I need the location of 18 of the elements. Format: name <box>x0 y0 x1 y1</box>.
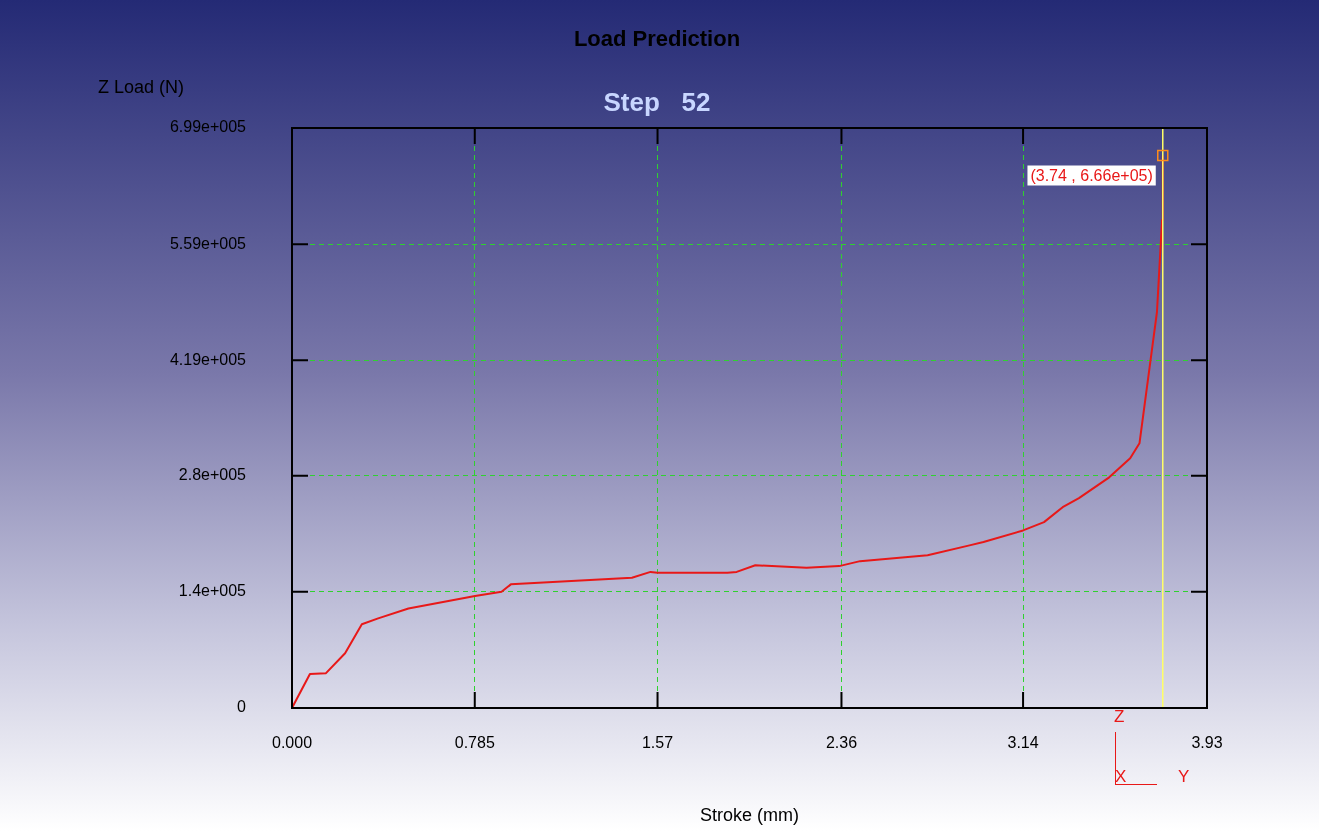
y-tick-label: 1.4e+005 <box>178 582 247 600</box>
x-tick-label: 0.785 <box>454 734 495 752</box>
y-tick-label: 6.99e+005 <box>169 118 247 136</box>
y-tick-label: 4.19e+005 <box>169 350 247 368</box>
x-tick-label: 3.14 <box>1007 734 1039 752</box>
annotation: Z <box>1114 707 1125 726</box>
x-tick-label: 2.36 <box>825 734 858 752</box>
x-tick-label: 0.000 <box>271 734 313 752</box>
y-tick-label: 0 <box>237 698 247 716</box>
y-axis-title: Z Load (N) <box>97 76 185 97</box>
x-axis-title: Stroke (mm) <box>700 805 799 826</box>
chart-title: Load Prediction <box>573 26 741 52</box>
x-tick-label: 3.93 <box>1191 734 1223 752</box>
y-tick-label: 2.8e+005 <box>178 466 247 484</box>
chart-subtitle: Step 52 <box>603 87 711 118</box>
x-tick-label: 1.57 <box>641 734 674 752</box>
y-tick-label: 5.59e+005 <box>169 234 247 252</box>
annotation: (3.74 , 6.66e+05) <box>1030 166 1153 184</box>
